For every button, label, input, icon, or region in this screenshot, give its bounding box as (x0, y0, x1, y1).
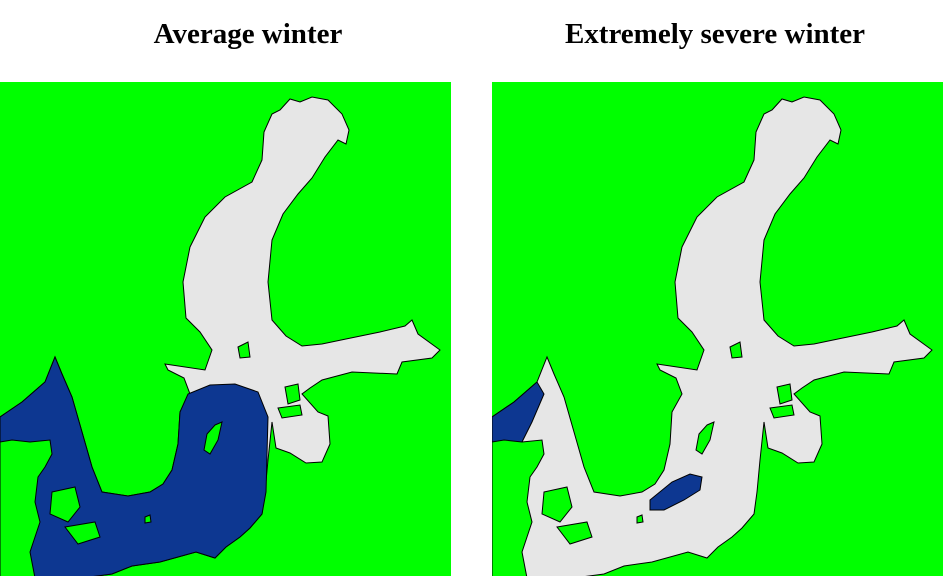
panel-title-average-winter: Average winter (153, 18, 343, 50)
panel-title-extremely-severe-winter: Extremely severe winter (564, 18, 866, 50)
open-water-southern-baltic (649, 473, 703, 511)
map-extremely-severe-winter (492, 82, 943, 576)
map-average-winter (0, 82, 451, 576)
